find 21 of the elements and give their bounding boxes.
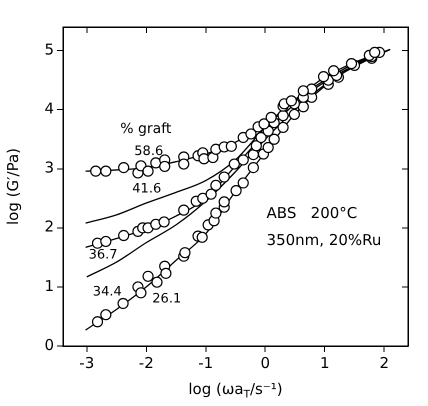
annotation: 350nm, 20%Ru xyxy=(266,230,382,249)
x-tick-label: -1 xyxy=(198,354,214,372)
y-tick-label: 2 xyxy=(44,218,54,236)
series-label: 26.1 xyxy=(152,291,182,306)
y-axis-title: log (G′/Pa) xyxy=(4,148,22,225)
series-label: 41.6 xyxy=(132,181,162,196)
y-tick-label: 0 xyxy=(44,336,54,354)
x-tick-label: 0 xyxy=(260,354,270,372)
x-tick-label: -2 xyxy=(138,354,154,372)
y-tick-label: 4 xyxy=(44,100,54,118)
x-tick-label: 2 xyxy=(379,354,389,372)
annotation: ABS 200°C xyxy=(266,204,358,222)
legend-title: % graft xyxy=(120,121,172,138)
series-label: 34.4 xyxy=(92,284,122,300)
x-tick-label: 1 xyxy=(320,354,330,372)
y-tick-label: 1 xyxy=(44,276,54,295)
y-tick-label: 5 xyxy=(44,40,54,59)
series-label: 36.7 xyxy=(88,248,118,263)
y-tick-label: 3 xyxy=(44,158,54,177)
series-label: 58.6 xyxy=(134,144,164,159)
x-tick-label: -3 xyxy=(79,354,94,372)
